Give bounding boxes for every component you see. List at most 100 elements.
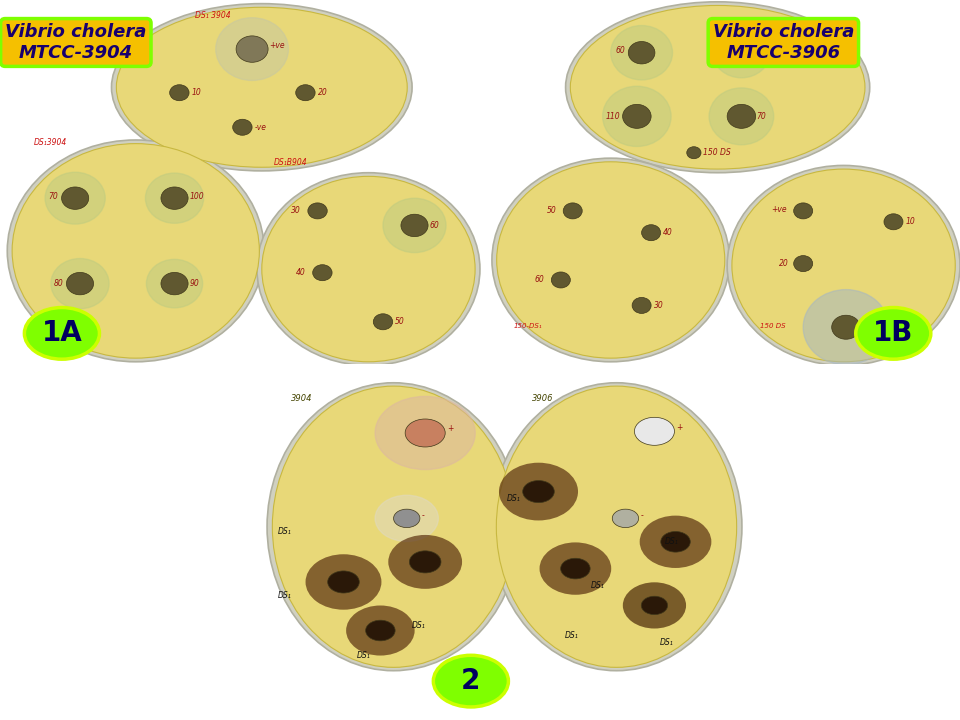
Text: DS₁ 3904: DS₁ 3904 [196, 11, 231, 20]
Ellipse shape [496, 386, 736, 667]
Ellipse shape [728, 42, 755, 64]
Text: 3904: 3904 [291, 395, 312, 403]
Text: +: + [677, 423, 683, 432]
Ellipse shape [373, 314, 393, 330]
Ellipse shape [296, 85, 315, 101]
Ellipse shape [686, 147, 701, 158]
Text: 1B: 1B [873, 320, 914, 347]
Circle shape [855, 307, 931, 359]
Ellipse shape [232, 120, 252, 135]
Ellipse shape [570, 6, 865, 169]
Ellipse shape [499, 463, 578, 521]
Ellipse shape [612, 509, 638, 528]
Ellipse shape [61, 187, 88, 210]
Ellipse shape [492, 383, 742, 671]
Circle shape [24, 307, 100, 359]
Text: 150 DS: 150 DS [760, 323, 786, 329]
Text: 60: 60 [535, 276, 544, 284]
Ellipse shape [727, 166, 960, 366]
Ellipse shape [794, 203, 813, 219]
Ellipse shape [388, 535, 462, 589]
Ellipse shape [409, 551, 441, 573]
Text: DS₁3904: DS₁3904 [34, 138, 67, 147]
Ellipse shape [262, 176, 475, 361]
Ellipse shape [273, 386, 515, 667]
Ellipse shape [561, 558, 590, 579]
Text: DS₁: DS₁ [665, 537, 679, 546]
Text: DS₁: DS₁ [507, 494, 520, 503]
Ellipse shape [603, 86, 671, 146]
Ellipse shape [8, 140, 264, 361]
Ellipse shape [45, 172, 106, 224]
Text: 50: 50 [396, 318, 405, 326]
Ellipse shape [375, 397, 475, 469]
Ellipse shape [732, 169, 955, 361]
Text: +ve: +ve [771, 204, 786, 214]
Ellipse shape [146, 173, 204, 223]
Ellipse shape [639, 516, 711, 568]
Ellipse shape [522, 480, 554, 503]
Ellipse shape [51, 258, 109, 309]
Ellipse shape [257, 173, 480, 366]
Text: 30: 30 [654, 301, 663, 310]
Text: 60: 60 [615, 46, 625, 55]
Text: DS₁: DS₁ [412, 621, 425, 630]
Ellipse shape [383, 198, 446, 253]
Ellipse shape [727, 104, 756, 128]
Text: 10: 10 [905, 217, 915, 226]
Ellipse shape [623, 582, 686, 629]
Ellipse shape [540, 542, 612, 595]
Ellipse shape [623, 104, 651, 128]
Ellipse shape [161, 272, 188, 294]
Ellipse shape [111, 4, 412, 171]
Ellipse shape [660, 531, 690, 552]
Text: DS₁: DS₁ [591, 581, 605, 590]
Text: 110: 110 [606, 112, 620, 121]
Ellipse shape [628, 42, 655, 64]
Text: 3906: 3906 [532, 395, 554, 403]
Text: DS₁B904: DS₁B904 [274, 158, 307, 167]
Text: -ve: -ve [254, 122, 267, 132]
Ellipse shape [611, 25, 673, 80]
Ellipse shape [713, 27, 770, 78]
Text: 40: 40 [296, 269, 305, 277]
Text: +: + [447, 425, 454, 433]
Text: 1A: 1A [41, 320, 83, 347]
Ellipse shape [709, 88, 774, 145]
Ellipse shape [308, 203, 327, 219]
Text: 70: 70 [48, 192, 59, 201]
Ellipse shape [170, 85, 189, 101]
Ellipse shape [884, 214, 903, 230]
Text: -: - [640, 511, 643, 520]
Ellipse shape [632, 297, 651, 313]
Text: 40: 40 [663, 228, 673, 237]
Text: +ve: +ve [269, 41, 285, 50]
Ellipse shape [641, 225, 660, 240]
Ellipse shape [375, 495, 439, 541]
Text: 20: 20 [318, 89, 327, 97]
Text: 150-DS₁: 150-DS₁ [514, 323, 542, 329]
Ellipse shape [551, 272, 570, 288]
Text: 30: 30 [291, 207, 300, 215]
Text: -: - [421, 511, 424, 520]
Ellipse shape [366, 620, 396, 641]
Text: 20: 20 [780, 259, 789, 268]
Ellipse shape [496, 162, 725, 358]
Text: DS₁: DS₁ [564, 631, 579, 640]
Text: 70: 70 [756, 112, 766, 121]
Text: DS₁: DS₁ [660, 638, 674, 647]
Text: +ve: +ve [861, 323, 876, 332]
Ellipse shape [405, 419, 445, 447]
Text: DS₁: DS₁ [277, 527, 291, 536]
Text: 50: 50 [546, 207, 557, 215]
Text: 90: 90 [190, 279, 200, 288]
Text: 80: 80 [54, 279, 63, 288]
Text: 60: 60 [429, 221, 439, 230]
Ellipse shape [313, 265, 332, 281]
Text: 100: 100 [190, 192, 204, 201]
Text: 2: 2 [461, 667, 481, 695]
Ellipse shape [161, 187, 188, 210]
Ellipse shape [831, 315, 860, 339]
Ellipse shape [327, 571, 359, 593]
Ellipse shape [305, 554, 381, 610]
